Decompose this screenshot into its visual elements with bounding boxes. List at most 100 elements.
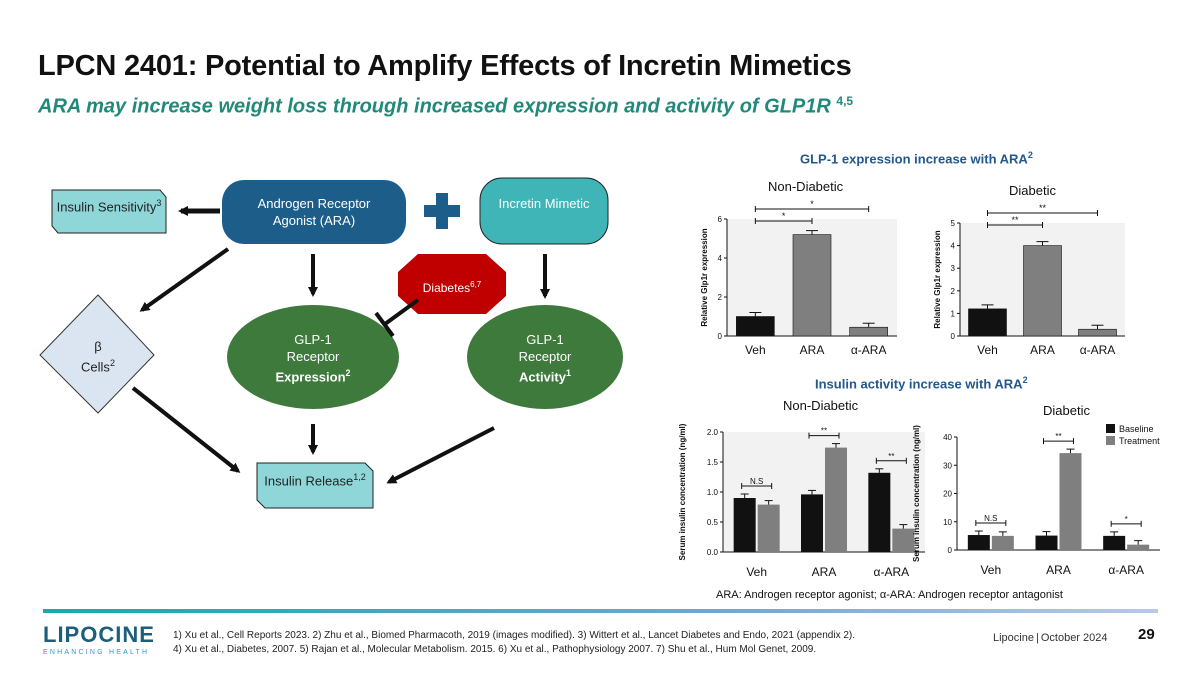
glp1-activity-shape bbox=[467, 305, 623, 409]
chart3-bar-treatment bbox=[825, 447, 847, 552]
incretin-shape bbox=[479, 177, 609, 245]
company-logo: LIPOCINE ENHANCING HEALTH bbox=[43, 622, 155, 656]
glp1-exp-line2: Receptor bbox=[286, 349, 340, 364]
chart2-bar bbox=[1023, 245, 1062, 337]
beta-symbol: β bbox=[94, 339, 102, 354]
chart2-ytick-label: 1 bbox=[951, 309, 956, 318]
glp1-act-line1: GLP-1 bbox=[526, 332, 564, 347]
charts-layer: 0 2 4 6 Relative Glp1r expression Veh ARA α-ARA… bbox=[678, 199, 1160, 579]
chart4-bar-treatment bbox=[1127, 544, 1150, 550]
ara-label: Androgen Receptor Agonist (ARA) bbox=[257, 196, 371, 228]
legend-swatch-treatment bbox=[1106, 436, 1115, 445]
activity-panel-title: Insulin activity increase with ARA2 bbox=[815, 375, 1028, 391]
activity-title-ref: 2 bbox=[1022, 375, 1028, 385]
chart3-ytick-label: 2.0 bbox=[707, 428, 719, 437]
footer-company-date: Lipocine | October 2024 bbox=[993, 632, 1108, 644]
expression-title-text: GLP-1 expression increase with ARA bbox=[800, 151, 1028, 167]
beta-cells-text: Cells bbox=[81, 359, 110, 375]
chart4-category-label: α-ARA bbox=[1108, 563, 1144, 577]
glp1-exp-line3: Expression bbox=[275, 369, 346, 385]
chart3-bar-baseline bbox=[801, 494, 823, 552]
chart2-ytick-label: 4 bbox=[951, 242, 956, 251]
diabetes-label: Diabetes6,7 bbox=[402, 276, 502, 297]
arrow-ara-to-beta bbox=[139, 247, 230, 312]
chart3-ytick-label: 1.0 bbox=[707, 488, 719, 497]
glp1-act-line2: Receptor bbox=[518, 349, 572, 364]
subtitle-refs: 4,5 bbox=[836, 94, 854, 108]
diabetes-ref: 6,7 bbox=[470, 280, 482, 289]
legend-label-baseline: Baseline bbox=[1119, 424, 1154, 434]
arrow-activity-to-release bbox=[386, 426, 495, 484]
chart2-category-label: α-ARA bbox=[1080, 343, 1116, 357]
chart4-ytick-label: 0 bbox=[948, 546, 953, 555]
mechanism-diagram bbox=[39, 177, 623, 509]
chart1-category-label: α-ARA bbox=[851, 343, 887, 357]
chart3-ytick-label: 0.0 bbox=[707, 548, 719, 557]
ara-shape bbox=[222, 180, 406, 244]
chart3-plot-area bbox=[723, 432, 925, 552]
chart3-sig-label: N.S bbox=[750, 477, 763, 486]
abbreviations-note: ARA: Androgen receptor agonist; α-ARA: A… bbox=[716, 589, 1063, 601]
expression-panel-title: GLP-1 expression increase with ARA2 bbox=[800, 150, 1033, 166]
chart3-sig-label: ** bbox=[888, 452, 894, 461]
logo-tagline: ENHANCING HEALTH bbox=[43, 649, 150, 656]
legend-label-treatment: Treatment bbox=[1119, 436, 1160, 446]
chart1-sig-label: * bbox=[810, 199, 814, 209]
chart2-ytick-label: 0 bbox=[951, 332, 956, 341]
chart1-ytick-label: 6 bbox=[718, 215, 723, 224]
insulin-sensitivity-label: Insulin Sensitivity3 bbox=[54, 195, 164, 215]
beta-cells-ref: 2 bbox=[109, 358, 115, 368]
page-number: 29 bbox=[1138, 626, 1155, 643]
chart4-bar-baseline bbox=[1035, 535, 1058, 550]
chart4-plot-area bbox=[957, 437, 1160, 550]
slide-title: LPCN 2401: Potential to Amplify Effects … bbox=[38, 50, 852, 82]
chart4-ytick-label: 10 bbox=[943, 518, 952, 527]
chart2-category-label: ARA bbox=[1030, 343, 1055, 357]
chart1-bar bbox=[792, 234, 832, 337]
arrow-beta-to-release bbox=[131, 386, 241, 473]
diabetes-shape bbox=[398, 254, 506, 314]
chart3-ytick-label: 0.5 bbox=[707, 518, 719, 527]
logo-text: LIPOCINE bbox=[43, 622, 155, 647]
chart1-bar bbox=[849, 326, 888, 337]
chart2-ylabel: Relative Glp1r expression bbox=[933, 230, 942, 328]
footer-divider bbox=[43, 609, 1158, 613]
chart3-bar-baseline bbox=[868, 472, 891, 552]
insulin-release-text: Insulin Release bbox=[264, 473, 354, 489]
references: 1) Xu et al., Cell Reports 2023. 2) Zhu … bbox=[173, 629, 855, 657]
diabetes-text: Diabetes bbox=[422, 281, 471, 295]
chart3-bar-baseline bbox=[733, 498, 756, 552]
legend-swatch-baseline bbox=[1106, 424, 1115, 433]
chart2-ytick-label: 5 bbox=[951, 219, 956, 228]
chart2-bar bbox=[968, 308, 1007, 337]
chart3-category-label: ARA bbox=[812, 565, 837, 579]
glp1-act-ref: 1 bbox=[565, 368, 571, 378]
glp1-act-line3: Activity bbox=[519, 369, 566, 385]
chart1-ytick-label: 4 bbox=[718, 254, 723, 263]
chart4-sig-label: ** bbox=[1055, 432, 1061, 441]
insulin-sensitivity-shape bbox=[51, 189, 167, 234]
glp1-activity-label: GLP-1 Receptor Activity1 bbox=[490, 331, 600, 385]
insulin-release-label: Insulin Release1,2 bbox=[262, 469, 368, 489]
chart4-subtitle: Diabetic bbox=[1043, 403, 1090, 418]
chart3-category-label: α-ARA bbox=[874, 565, 910, 579]
chart4-sig-label: N.S bbox=[984, 514, 997, 523]
chart4-sig-label: * bbox=[1125, 515, 1128, 524]
glp1-exp-line1: GLP-1 bbox=[294, 332, 332, 347]
insulin-sensitivity-ref: 3 bbox=[156, 198, 162, 208]
chart2-category-label: Veh bbox=[977, 343, 998, 357]
chart4-bar-treatment bbox=[1059, 453, 1082, 550]
glp1-expression-label: GLP-1 Receptor Expression2 bbox=[258, 331, 368, 385]
chart1-bar bbox=[736, 316, 775, 337]
footnote-line1: 1) Xu et al., Cell Reports 2023. 2) Zhu … bbox=[173, 630, 856, 641]
footer-company: Lipocine bbox=[993, 632, 1034, 644]
chart3-bar-treatment bbox=[892, 528, 915, 552]
chart4-category-label: Veh bbox=[980, 563, 1001, 577]
chart3-bar-treatment bbox=[757, 504, 780, 552]
glp1-expression-shape bbox=[227, 305, 399, 409]
chart3-category-label: Veh bbox=[746, 565, 767, 579]
glp1-exp-ref: 2 bbox=[345, 368, 351, 378]
insulin-sensitivity-text: Insulin Sensitivity bbox=[56, 199, 157, 215]
activity-title-text: Insulin activity increase with ARA bbox=[815, 376, 1023, 392]
footer-date: October 2024 bbox=[1040, 632, 1108, 644]
